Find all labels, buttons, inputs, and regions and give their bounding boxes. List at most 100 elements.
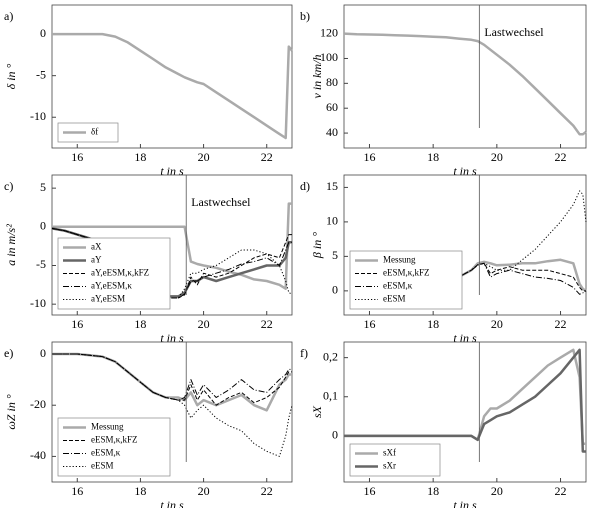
legend-label: eESM,κ — [91, 448, 121, 458]
data-line — [51, 227, 292, 299]
y-tick-label: 0,1 — [323, 388, 338, 402]
panel: c) 16 18 20 22 -10 -5 0 5 t in s a in m/s² Lastwech… — [4, 174, 293, 345]
legend: sXf sXr — [349, 443, 441, 477]
x-tick-label: 22 — [555, 150, 567, 164]
legend-label: aY,eESM,κ — [91, 281, 132, 291]
y-axis-label: v in km/h — [310, 55, 324, 99]
y-tick-label: 0 — [40, 219, 46, 233]
legend: Messung eESM,κ,kFZ eESM,κ eESM — [349, 250, 463, 310]
x-tick-label: 20 — [198, 150, 210, 164]
y-axis-label: a in m/s² — [4, 224, 18, 266]
y-tick-label: -10 — [30, 109, 46, 123]
x-tick-label: 16 — [363, 484, 375, 498]
x-tick-label: 20 — [491, 150, 503, 164]
x-tick-label: 16 — [71, 484, 83, 498]
y-axis-label: β in ° — [310, 232, 324, 259]
panel-label: b) — [300, 9, 310, 23]
panel: f) 16 18 20 22 0 0,1 0,2 t in s sX sXf sXr — [300, 341, 587, 508]
plot-frame — [343, 174, 587, 316]
y-tick-label: 40 — [326, 125, 338, 139]
y-tick-label: 0,2 — [323, 349, 338, 363]
x-tick-label: 16 — [363, 317, 375, 331]
x-axis-label: t in s — [453, 331, 477, 345]
y-tick-label: 80 — [326, 75, 338, 89]
legend-label: sXf — [383, 448, 396, 458]
x-tick-label: 22 — [555, 484, 567, 498]
panel-label: d) — [300, 179, 310, 193]
x-axis-label: t in s — [160, 331, 184, 345]
x-tick-label: 18 — [427, 150, 439, 164]
legend: aX aY aY,eESM,κ,kFZ aY,eESM,κ aY,eESM — [57, 237, 171, 310]
data-line — [52, 353, 292, 401]
y-tick-label: 0 — [332, 428, 338, 442]
legend-label: eESM — [91, 461, 114, 471]
y-tick-label: -5 — [36, 67, 46, 81]
panel-label: a) — [4, 9, 13, 23]
y-axis-label: sX — [310, 405, 324, 418]
data-line — [52, 353, 293, 457]
legend-box — [57, 122, 119, 143]
panel: b) 16 18 20 22 40 60 80 100 120 t in s v in km/h Las… — [300, 4, 587, 178]
panel-label: e) — [4, 346, 13, 360]
x-tick-label: 18 — [134, 484, 146, 498]
y-tick-label: 5 — [40, 180, 46, 194]
y-tick-label: 10 — [326, 214, 338, 228]
x-tick-label: 20 — [491, 317, 503, 331]
y-tick-label: 100 — [320, 50, 338, 64]
panel-label: c) — [4, 179, 13, 193]
legend-label: δf — [91, 127, 98, 137]
x-tick-label: 22 — [261, 150, 273, 164]
plot-frame — [343, 341, 587, 483]
legend-label: eESM,κ,kFZ — [91, 435, 138, 445]
x-tick-label: 18 — [427, 317, 439, 331]
data-line — [52, 352, 292, 412]
x-axis-label: t in s — [160, 164, 184, 178]
x-tick-label: 18 — [134, 317, 146, 331]
annotation: Lastwechsel — [191, 195, 251, 209]
y-tick-label: 120 — [320, 25, 338, 39]
x-axis-label: t in s — [453, 164, 477, 178]
y-tick-label: 0 — [40, 346, 46, 360]
legend-label: eESM,κ — [383, 281, 413, 291]
annotation: Lastwechsel — [484, 25, 544, 39]
x-tick-label: 16 — [71, 150, 83, 164]
data-line — [344, 348, 586, 445]
legend-label: Messung — [383, 255, 416, 265]
x-tick-label: 16 — [363, 150, 375, 164]
y-axis-label: δ in ° — [4, 63, 18, 89]
y-axis-label: ωZ in ° — [4, 394, 18, 429]
plot-frame — [51, 174, 293, 316]
x-tick-label: 22 — [555, 317, 567, 331]
y-tick-label: -40 — [30, 448, 46, 462]
x-tick-label: 20 — [198, 317, 210, 331]
y-tick-label: -10 — [30, 296, 46, 310]
x-tick-label: 18 — [134, 150, 146, 164]
y-tick-label: 5 — [332, 248, 338, 262]
x-tick-label: 20 — [198, 484, 210, 498]
y-tick-label: -5 — [36, 257, 46, 271]
legend-label: aY,eESM,κ,kFZ — [91, 268, 149, 278]
plot-frame — [343, 4, 587, 149]
legend-label: eESM,κ,kFZ — [383, 268, 430, 278]
x-tick-label: 20 — [491, 484, 503, 498]
x-tick-label: 18 — [427, 484, 439, 498]
data-line — [432, 190, 587, 292]
legend-box — [349, 443, 441, 477]
data-line — [52, 32, 293, 140]
y-tick-label: 0 — [332, 283, 338, 297]
x-tick-label: 16 — [71, 317, 83, 331]
data-line — [343, 32, 587, 136]
legend-label: aX — [91, 242, 102, 252]
legend-label: eESM — [383, 294, 406, 304]
x-tick-label: 22 — [261, 484, 273, 498]
y-tick-label: 15 — [326, 179, 338, 193]
panel: e) 16 18 20 22 -40 -20 0 t in s ωZ in ° Messung eES… — [4, 341, 293, 508]
legend: δf — [57, 122, 119, 143]
x-axis-label: t in s — [160, 498, 184, 508]
legend-label: aY — [91, 255, 102, 265]
legend: Messung eESM,κ,kFZ eESM,κ eESM — [57, 417, 171, 477]
plot-frame — [51, 341, 293, 483]
x-tick-label: 22 — [261, 317, 273, 331]
panel: d) 16 18 20 22 0 5 10 15 t in s β in ° Messung eESM,… — [300, 174, 587, 345]
